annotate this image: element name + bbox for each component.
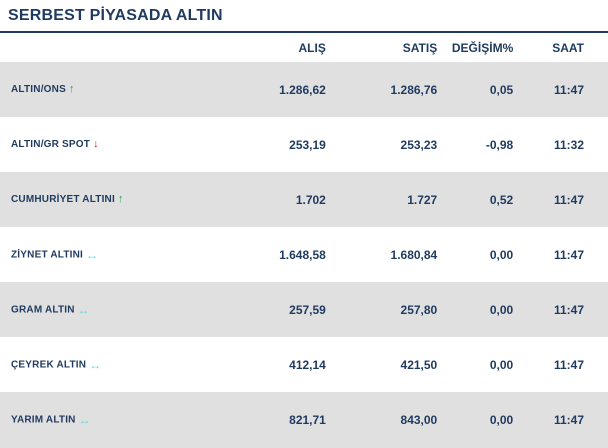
header-name xyxy=(0,33,221,62)
sell-price: 253,23 xyxy=(325,117,438,172)
instrument-name[interactable]: ALTIN/ONS ↑ xyxy=(0,62,221,117)
sell-price: 843,00 xyxy=(325,392,438,448)
table-row[interactable]: GRAM ALTIN ↔ 257,59 257,80 0,00 11:47 xyxy=(0,282,608,337)
arrow-left-right-icon: ↔ xyxy=(78,413,91,427)
header-change: DEĞİŞİM% xyxy=(451,40,514,55)
buy-price: 1.286,62 xyxy=(220,62,326,117)
page-title: SERBEST PİYASADA ALTIN xyxy=(0,0,608,33)
sell-price: 1.727 xyxy=(325,172,438,227)
change-percent: 0,52 xyxy=(437,172,514,227)
table-row[interactable]: ZİYNET ALTINI ↔ 1.648,58 1.680,84 0,00 11:47 xyxy=(0,227,608,282)
update-time: 11:47 xyxy=(513,282,608,337)
header-sell: SATIŞ xyxy=(402,40,438,55)
instrument-name[interactable]: YARIM ALTIN ↔ xyxy=(0,392,221,448)
arrow-down-icon: ↓ xyxy=(93,137,99,150)
change-percent: 0,00 xyxy=(437,227,514,282)
arrow-left-right-icon: ↔ xyxy=(86,247,99,262)
sell-price: 1.286,76 xyxy=(325,62,438,117)
change-percent: 0,00 xyxy=(437,392,514,448)
instrument-name[interactable]: ZİYNET ALTINI ↔ xyxy=(0,227,221,282)
buy-price: 821,71 xyxy=(220,392,326,448)
table-row[interactable]: YARIM ALTIN ↔ 821,71 843,00 0,00 11:47 xyxy=(0,392,608,448)
update-time: 11:47 xyxy=(513,392,608,448)
update-time: 11:32 xyxy=(513,117,608,172)
instrument-label: CUMHURİYET ALTINI xyxy=(11,194,115,206)
update-time: 11:47 xyxy=(513,172,608,227)
table-row[interactable]: ALTIN/ONS ↑ 1.286,62 1.286,76 0,05 11:47 xyxy=(0,62,608,117)
table-row[interactable]: ALTIN/GR SPOT ↓ 253,19 253,23 -0,98 11:32 xyxy=(0,117,608,172)
table-header-row: ALIŞ SATIŞ DEĞİŞİM% SAAT xyxy=(0,33,608,62)
buy-price: 1.702 xyxy=(220,172,326,227)
instrument-label: ALTIN/GR SPOT xyxy=(11,139,91,151)
update-time: 11:47 xyxy=(513,337,608,392)
table-row[interactable]: ÇEYREK ALTIN ↔ 412,14 421,50 0,00 11:47 xyxy=(0,337,608,392)
change-percent: 0,00 xyxy=(437,337,514,392)
sell-price: 1.680,84 xyxy=(325,227,438,282)
change-percent: -0,98 xyxy=(437,117,514,172)
buy-price: 1.648,58 xyxy=(220,227,326,282)
header-time: SAAT xyxy=(552,40,584,55)
change-percent: 0,05 xyxy=(437,62,514,117)
arrow-left-right-icon: ↔ xyxy=(89,357,102,372)
instrument-label: ÇEYREK ALTIN xyxy=(11,359,87,371)
instrument-label: GRAM ALTIN xyxy=(11,304,75,316)
update-time: 11:47 xyxy=(513,227,608,282)
buy-price: 412,14 xyxy=(220,337,326,392)
instrument-label: YARIM ALTIN xyxy=(11,414,76,426)
instrument-label: ZİYNET ALTINI xyxy=(11,249,84,261)
instrument-name[interactable]: ÇEYREK ALTIN ↔ xyxy=(0,337,221,392)
arrow-left-right-icon: ↔ xyxy=(77,302,90,317)
update-time: 11:47 xyxy=(513,62,608,117)
buy-price: 257,59 xyxy=(220,282,326,337)
change-percent: 0,00 xyxy=(437,282,514,337)
arrow-up-icon: ↑ xyxy=(117,192,124,205)
instrument-label: ALTIN/ONS xyxy=(11,84,66,96)
sell-price: 421,50 xyxy=(325,337,438,392)
header-buy: ALIŞ xyxy=(298,40,326,55)
gold-price-table: ALIŞ SATIŞ DEĞİŞİM% SAAT ALTIN/ONS ↑ 1.286… xyxy=(0,33,608,448)
buy-price: 253,19 xyxy=(220,117,326,172)
sell-price: 257,80 xyxy=(325,282,438,337)
instrument-name[interactable]: ALTIN/GR SPOT ↓ xyxy=(0,117,221,172)
instrument-name[interactable]: CUMHURİYET ALTINI ↑ xyxy=(0,172,221,227)
instrument-name[interactable]: GRAM ALTIN ↔ xyxy=(0,282,221,337)
table-row[interactable]: CUMHURİYET ALTINI ↑ 1.702 1.727 0,52 11:47 xyxy=(0,172,608,227)
arrow-up-icon: ↑ xyxy=(68,82,75,95)
